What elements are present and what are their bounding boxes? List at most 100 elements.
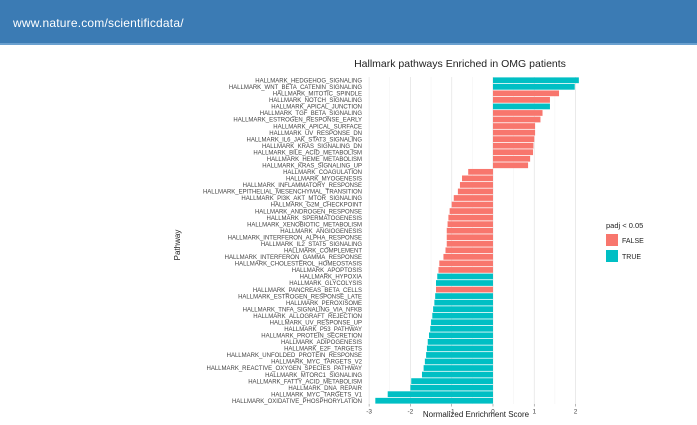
y-tick-label: HALLMARK_FATTY_ACID_METABOLISM	[248, 379, 362, 385]
chart-bars	[375, 77, 579, 404]
bar	[436, 286, 493, 293]
chart-title: Hallmark pathways Enriched in OMG patien…	[354, 58, 566, 70]
y-tick-label: HALLMARK_WNT_BETA_CATENIN_SIGNALING	[229, 85, 362, 91]
bar	[448, 214, 493, 221]
y-tick-label: HALLMARK_PI3K_AKT_MTOR_SIGNALING	[241, 196, 362, 202]
y-tick-label: HALLMARK_PANCREAS_BETA_CELLS	[253, 288, 362, 294]
y-tick-label: HALLMARK_IL2_STAT5_SIGNALING	[261, 242, 362, 248]
y-tick-label: HALLMARK_INTERFERON_ALPHA_RESPONSE	[228, 235, 362, 241]
y-tick-label: HALLMARK_OXIDATIVE_PHOSPHORYLATION	[232, 399, 362, 405]
y-tick-label: HALLMARK_ADIPOGENESIS	[281, 340, 362, 346]
y-tick-label: HALLMARK_UV_RESPONSE_DN	[269, 131, 362, 137]
y-tick-label: HALLMARK_PROTEIN_SECRETION	[261, 334, 362, 340]
y-tick-label: HALLMARK_ANDROGEN_RESPONSE	[255, 209, 362, 215]
y-tick-label: HALLMARK_BILE_ACID_METABOLISM	[253, 150, 362, 156]
legend-label: TRUE	[622, 254, 641, 261]
bar	[411, 378, 493, 384]
bar	[492, 110, 543, 116]
bar	[492, 123, 536, 129]
y-tick-label: HALLMARK_MYOGENESIS	[286, 177, 362, 183]
y-tick-label: HALLMARK_ESTROGEN_RESPONSE_EARLY	[233, 118, 362, 124]
y-tick-label: HALLMARK_UNFOLDED_PROTEIN_RESPONSE	[227, 353, 362, 359]
bar	[437, 273, 493, 280]
bar	[424, 358, 493, 365]
y-tick-label: HALLMARK_XENOBIOTIC_METABOLISM	[247, 222, 362, 228]
bar	[492, 97, 550, 103]
y-tick-label: HALLMARK_COMPLEMENT	[284, 249, 362, 255]
y-tick-label: HALLMARK_APICAL_SURFACE	[273, 124, 362, 130]
x-axis-label: Normalized Enrichment Score	[423, 410, 530, 419]
legend-title: padj < 0.05	[606, 221, 643, 230]
chart-legend: padj < 0.05 FALSE TRUE	[606, 221, 644, 262]
y-axis-label: Pathway	[173, 230, 182, 261]
y-tick-label: HALLMARK_MYC_TARGETS_V1	[271, 392, 363, 398]
y-tick-label: HALLMARK_UV_RESPONSE_UP	[270, 320, 362, 326]
bar	[438, 267, 493, 273]
y-tick-label: HALLMARK_E2F_TARGETS	[284, 347, 362, 353]
y-tick-label: HALLMARK_ESTROGEN_RESPONSE_LATE	[238, 294, 362, 300]
bar	[492, 142, 534, 149]
bar	[421, 371, 493, 378]
y-tick-label: HALLMARK_TGF_BETA_SIGNALING	[260, 111, 363, 117]
bar	[492, 103, 550, 110]
y-tick-label: HALLMARK_HEDGEHOG_SIGNALING	[255, 78, 362, 84]
y-tick-label: HALLMARK_PEROXISOME	[286, 301, 362, 307]
bar	[447, 221, 493, 228]
x-tick-label: -1	[449, 409, 455, 416]
y-tick-label: HALLMARK_INTERFERON_GAMMA_RESPONSE	[225, 255, 362, 261]
bar	[446, 227, 493, 234]
bar	[430, 325, 493, 332]
y-tick-label: HALLMARK_ALLOGRAFT_REJECTION	[253, 314, 362, 320]
bar	[492, 83, 575, 90]
bar	[431, 319, 493, 326]
bar	[492, 149, 534, 156]
y-tick-label: HALLMARK_KRAS_SIGNALING_DN	[262, 144, 362, 150]
y-tick-label: HALLMARK_IL6_JAK_STAT3_SIGNALING	[247, 137, 363, 143]
y-tick-label: HALLMARK_APOPTOSIS	[292, 268, 362, 274]
y-tick-label: HALLMARK_ANGIOGENESIS	[280, 229, 362, 235]
y-tick-label: HALLMARK_KRAS_SIGNALING_UP	[262, 163, 362, 169]
bar	[439, 260, 493, 267]
bar	[434, 299, 493, 306]
bar	[432, 312, 493, 319]
y-tick-label: HALLMARK_P53_PATHWAY	[284, 327, 362, 333]
bar	[445, 247, 493, 254]
y-tick-label: HALLMARK_REACTIVE_OXYGEN_SPECIES_PATHWAY	[207, 366, 363, 372]
x-tick-label: -3	[366, 409, 372, 416]
bar	[462, 175, 493, 182]
bar	[451, 201, 493, 208]
bar	[410, 384, 493, 391]
legend-label: FALSE	[622, 238, 644, 245]
legend-swatch	[606, 234, 618, 246]
y-tick-label: HALLMARK_HYPOXIA	[300, 275, 362, 281]
bar	[453, 195, 493, 201]
y-tick-label: HALLMARK_NOTCH_SIGNALING	[269, 98, 362, 104]
bar	[492, 90, 560, 97]
bar	[449, 208, 493, 214]
y-tick-label: HALLMARK_HEME_METABOLISM	[267, 157, 362, 163]
bar	[427, 338, 493, 345]
bar	[459, 182, 493, 188]
y-tick-label: HALLMARK_MYC_TARGETS_V2	[271, 360, 363, 366]
y-tick-label: HALLMARK_APICAL_JUNCTION	[271, 105, 362, 111]
bar	[446, 240, 493, 247]
bar	[375, 397, 493, 404]
bar	[492, 77, 579, 84]
chart-x-tick-labels: -3 -2 -1 0 1 2	[366, 404, 578, 416]
x-tick-label: 1	[532, 409, 536, 416]
x-tick-label: 2	[574, 409, 578, 416]
bar	[423, 365, 493, 371]
header-divider	[0, 43, 697, 45]
legend-swatch	[606, 250, 618, 262]
bar	[492, 129, 536, 136]
bar	[387, 391, 493, 398]
y-tick-label: HALLMARK_MTORC1_SIGNALING	[265, 373, 362, 379]
y-tick-label: HALLMARK_CHOLESTEROL_HOMEOSTASIS	[235, 262, 362, 268]
bar	[426, 352, 493, 358]
chart-y-tick-labels: HALLMARK_HEDGEHOG_SIGNALINGHALLMARK_WNT_…	[203, 78, 363, 404]
bar	[468, 168, 493, 175]
journal-url: www.nature.com/scientificdata/	[13, 16, 184, 30]
bar	[443, 253, 493, 260]
y-tick-label: HALLMARK_TNFA_SIGNALING_VIA_NFKB	[243, 307, 362, 313]
y-tick-label: HALLMARK_EPITHELIAL_MESENCHYMAL_TRANSITI…	[203, 190, 362, 196]
